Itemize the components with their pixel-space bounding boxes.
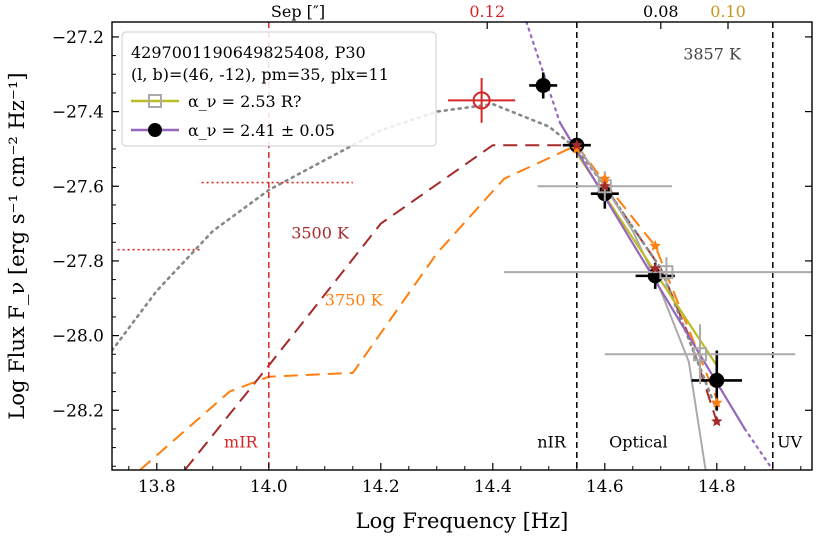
y-tick-label-5: −28.2 [52,401,104,421]
legend-entry-2: α_ν = 2.41 ± 0.05 [188,121,335,140]
y-tick-label-2: −27.6 [52,177,104,197]
model-curve-3500-K [184,144,718,470]
band-label-nIR: nIR [537,433,567,452]
point-orange-stars-2 [649,240,661,251]
band-label-mIR: mIR [224,433,258,452]
point-red-circle-0 [472,91,491,110]
top-tick-label-1: 0.08 [643,2,679,21]
point-grey-squares-2 [693,347,707,362]
point-orange-stars-3 [711,396,723,408]
x-tick-label-3: 14.4 [474,477,512,497]
curve-labels-layer: 3500 K 3750 K 3857 K mIR nIR Optical UV [224,44,803,451]
point-brown-stars-0 [571,139,583,151]
y-tick-label-0: −27.2 [52,28,104,48]
legend-header-1: 4297001190649825408, P30 [131,43,366,62]
point-orange-stars-1 [599,172,611,184]
x-tick-label-5: 14.8 [698,477,736,497]
model-curve-3857-K [112,102,719,412]
model-curve-label-3500-K: 3500 K [291,224,350,243]
model-curve-label-3750-K: 3750 K [325,291,384,310]
y-tick-label-3: −27.8 [52,252,104,272]
x-tick-label-0: 13.8 [138,477,176,497]
top-tick-label-0: 0.12 [469,2,505,21]
band-label-UV: UV [777,433,802,452]
legend-header-2: (l, b)=(46, -12), pm=35, plx=11 [131,65,389,84]
x-tick-label-2: 14.2 [362,477,400,497]
legend-entry-1: α_ν = 2.53 R? [188,92,301,111]
data-points-layer [448,72,812,427]
point-orange-stars-0 [571,142,583,154]
y-tick-label-1: −27.4 [52,103,104,123]
y-axis-label: Log Flux F_ν [erg s⁻¹ cm⁻² Hz⁻¹] [5,72,29,419]
x-axis-label: Log Frequency [Hz] [356,509,569,533]
model-curve-3750-K [139,143,718,470]
plot-frame [111,21,813,471]
top-tick-label-2: 0.10 [710,2,746,21]
point-brown-stars-3 [711,415,723,427]
x-tick-label-1: 14.0 [250,477,288,497]
fit-line-3 [743,427,774,470]
point-black-points-4 [709,372,725,388]
legend-marker-circle [148,123,162,137]
top-axis-label: Sep [″] [271,2,325,21]
legend: 4297001190649825408, P30 (l, b)=(46, -12… [121,31,437,147]
axes-layer: 13.8 14.0 14.2 14.4 14.6 14.8 −27.2 −27.4 −27.6 −… [52,2,812,497]
legend-marker-square [148,94,162,108]
point-brown-stars-1 [599,180,611,192]
legend-box [121,31,437,147]
point-brown-stars-2 [649,262,661,274]
y-tick-label-4: −28.0 [52,327,104,347]
band-label-Optical: Optical [609,433,668,452]
point-black-points-0 [535,77,551,93]
x-tick-label-4: 14.6 [586,477,624,497]
model-curve-label-3857-K: 3857 K [683,44,742,63]
point-grey-squares-1 [659,265,674,280]
